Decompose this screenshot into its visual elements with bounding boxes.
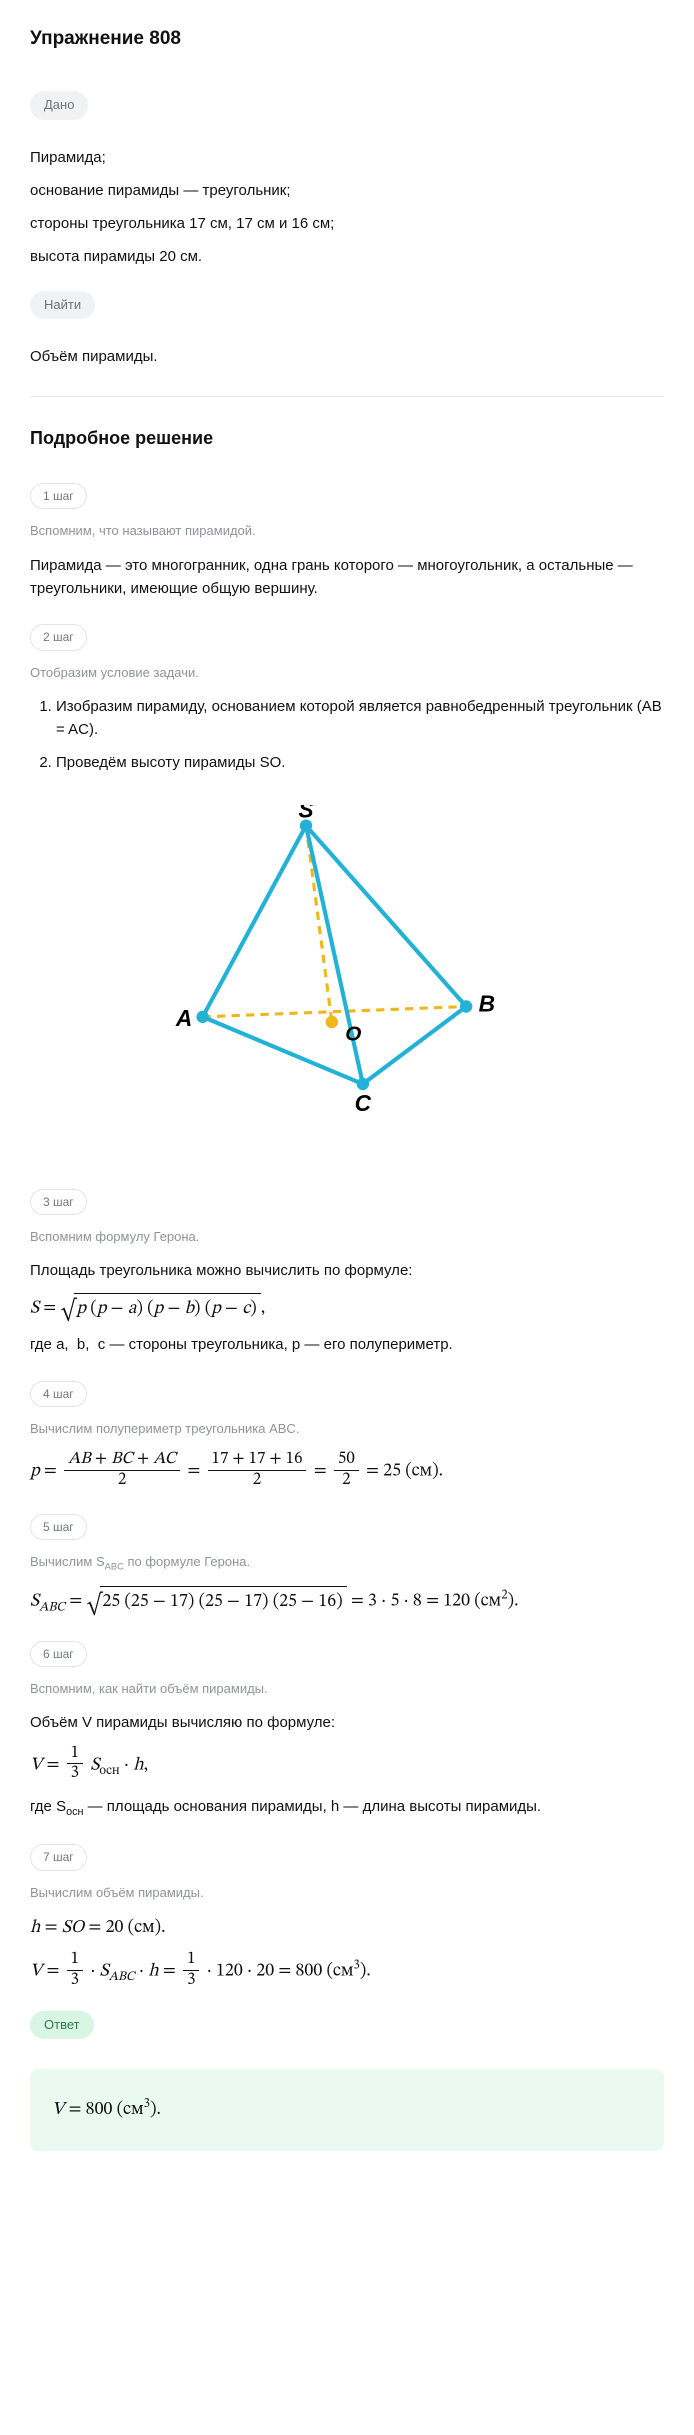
list-item: Проведём высоту пирамиды SO.: [56, 751, 664, 774]
list-item-text: Изобразим пирамиду, основанием которой я…: [56, 698, 662, 738]
given-line: стороны треугольника 17 см, 17 см и 16 с…: [30, 212, 664, 235]
semiperimeter-formula: p = AB + BC + AC2 = 17 + 17 + 162 = 502 …: [30, 1451, 664, 1491]
step-pill: 2 шаг: [30, 624, 87, 651]
find-pill: Найти: [30, 291, 95, 319]
svg-text:A: A: [175, 1005, 192, 1031]
step-pill: 5 шаг: [30, 1514, 87, 1541]
exercise-title: Упражнение 808: [30, 24, 664, 53]
list-item: Изобразим пирамиду, основанием которой я…: [56, 695, 664, 742]
step-tail: где Sосн — площадь основания пирамиды, h…: [30, 1795, 664, 1821]
answer-pill: Ответ: [30, 2011, 94, 2039]
step-pill: 3 шаг: [30, 1189, 87, 1216]
given-line: высота пирамиды 20 см.: [30, 245, 664, 268]
step-note: Вычислим SABC по формуле Герона.: [30, 1552, 664, 1574]
step-note: Вычислим объём пирамиды.: [30, 1883, 664, 1903]
step-tail: где a, b, c — стороны треугольника, p — …: [30, 1333, 664, 1356]
list-item-text: Проведём высоту пирамиды SO.: [56, 754, 285, 771]
heron-formula: S = √p (p − a) (p − b) (p − c),: [30, 1293, 664, 1324]
step-pill: 7 шаг: [30, 1844, 87, 1871]
given-line: Пирамида;: [30, 146, 664, 169]
step-list: Изобразим пирамиду, основанием которой я…: [30, 695, 664, 775]
given-line: основание пирамиды — треугольник;: [30, 179, 664, 202]
answer-box: V = 800 (см3).: [30, 2069, 664, 2151]
volume-calc: V = 13 · SABC · h = 13 · 120 · 20 = 800 …: [30, 1951, 664, 1991]
step-body: Объём V пирамиды вычисляю по формуле:: [30, 1711, 664, 1734]
step-body: Площадь треугольника можно вычислить по …: [30, 1259, 664, 1282]
solution-title: Подробное решение: [30, 425, 664, 453]
step-pill: 1 шаг: [30, 483, 87, 510]
given-pill: Дано: [30, 91, 88, 119]
step-note: Вычислим полупериметр треугольника ABC.: [30, 1419, 664, 1439]
sabc-formula: SABC = √25 (25 − 17) (25 − 17) (25 − 16)…: [30, 1586, 664, 1618]
height-value: h = SO = 20 (см).: [30, 1915, 664, 1943]
step-pill: 4 шаг: [30, 1381, 87, 1408]
step-note: Отобразим условие задачи.: [30, 663, 664, 683]
svg-text:C: C: [355, 1089, 372, 1114]
step-note: Вспомним, что называют пирамидой.: [30, 521, 664, 541]
separator: [30, 396, 664, 397]
svg-text:S: S: [298, 805, 313, 822]
pyramid-svg: S A B C O: [157, 805, 517, 1115]
pyramid-figure: S A B C O: [157, 805, 537, 1115]
svg-text:B: B: [479, 990, 495, 1016]
find-line: Объём пирамиды.: [30, 345, 664, 368]
step-pill: 6 шаг: [30, 1641, 87, 1668]
svg-text:O: O: [345, 1022, 361, 1045]
volume-formula: V = 13 Sосн · h,: [30, 1745, 664, 1785]
answer-value: V = 800 (см3).: [52, 2095, 642, 2125]
step-note: Вспомним, как найти объём пирамиды.: [30, 1679, 664, 1699]
step-body: Пирамида — это многогранник, одна грань …: [30, 554, 664, 601]
step-note: Вспомним формулу Герона.: [30, 1227, 664, 1247]
